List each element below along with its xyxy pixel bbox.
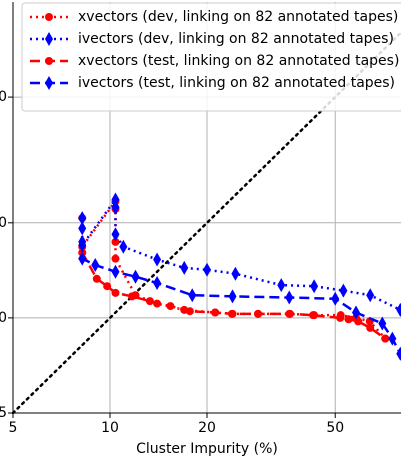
y-tick-label: 20 xyxy=(0,215,7,231)
marker xyxy=(339,283,348,298)
y-tick-label: 50 xyxy=(0,89,7,105)
marker xyxy=(180,260,189,275)
marker xyxy=(111,264,120,279)
marker xyxy=(127,292,136,301)
marker xyxy=(231,266,240,281)
marker xyxy=(331,291,340,306)
marker xyxy=(366,288,375,303)
marker xyxy=(92,274,101,283)
marker xyxy=(227,309,236,318)
legend-marker xyxy=(45,57,53,65)
marker xyxy=(388,331,397,346)
marker xyxy=(111,192,120,207)
marker xyxy=(145,297,154,306)
legend-box xyxy=(21,2,401,112)
marker xyxy=(78,211,87,226)
marker xyxy=(310,279,319,294)
series-line xyxy=(80,195,401,312)
legend-label: ivectors (test, linking on 82 annotated … xyxy=(78,75,395,91)
marker xyxy=(396,302,401,317)
x-tick-label: 20 xyxy=(198,420,216,436)
marker xyxy=(166,302,175,311)
marker xyxy=(354,317,363,326)
marker xyxy=(78,234,87,249)
legend-marker xyxy=(45,13,53,21)
marker xyxy=(111,237,120,246)
marker xyxy=(188,288,197,303)
legend: xvectors (dev, linking on 82 annotated t… xyxy=(21,2,401,112)
marker xyxy=(91,258,100,273)
marker xyxy=(277,278,286,293)
legend-label: ivectors (dev, linking on 82 annotated t… xyxy=(78,31,394,47)
marker xyxy=(378,316,387,331)
marker xyxy=(203,262,211,277)
marker xyxy=(185,307,194,316)
marker xyxy=(285,290,294,305)
x-tick-label: 50 xyxy=(326,420,344,436)
x-axis-label: Cluster Impurity (%) xyxy=(136,441,278,457)
marker xyxy=(381,334,390,343)
diagonal xyxy=(11,31,401,415)
y-tick-label: 10 xyxy=(0,310,7,326)
marker xyxy=(211,308,220,317)
series-line xyxy=(80,241,401,355)
legend-label: xvectors (test, linking on 82 annotated … xyxy=(78,53,399,69)
marker xyxy=(366,323,375,332)
marker xyxy=(228,289,237,304)
legend-label: xvectors (dev, linking on 82 annotated t… xyxy=(78,9,398,25)
marker xyxy=(119,239,128,254)
x-tick-label: 5 xyxy=(9,420,18,436)
marker xyxy=(131,269,140,284)
marker xyxy=(111,200,120,215)
marker xyxy=(78,221,87,236)
marker xyxy=(111,288,120,297)
marker xyxy=(111,227,120,242)
marker xyxy=(111,254,120,263)
legend-marker xyxy=(45,76,53,90)
marker xyxy=(103,282,112,291)
marker xyxy=(336,313,345,322)
marker xyxy=(286,309,295,318)
marker xyxy=(254,309,263,318)
marker xyxy=(351,305,360,320)
y-tick-label: 5 xyxy=(0,405,7,421)
legend-marker xyxy=(45,32,53,46)
marker xyxy=(396,346,401,361)
marker xyxy=(153,275,162,290)
marker xyxy=(344,315,353,324)
marker xyxy=(153,252,162,267)
marker xyxy=(309,311,318,320)
x-tick-label: 10 xyxy=(101,420,119,436)
marker xyxy=(78,251,87,266)
